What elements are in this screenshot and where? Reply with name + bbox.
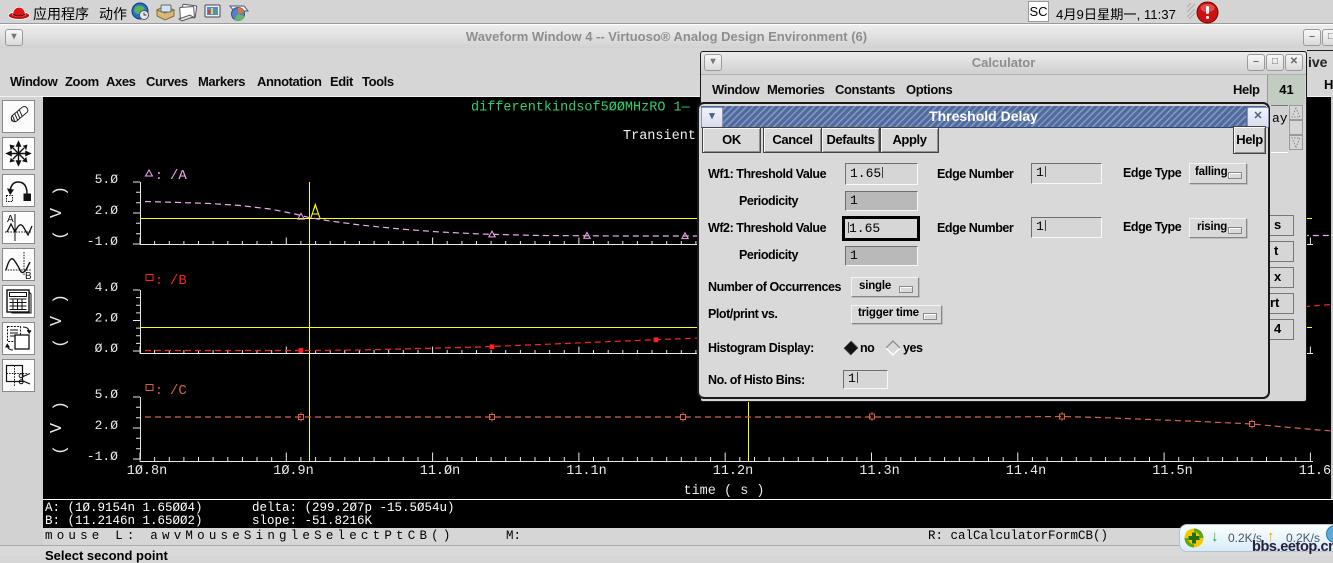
svg-text:A: A xyxy=(7,214,14,225)
svg-text:B: B xyxy=(25,271,32,280)
